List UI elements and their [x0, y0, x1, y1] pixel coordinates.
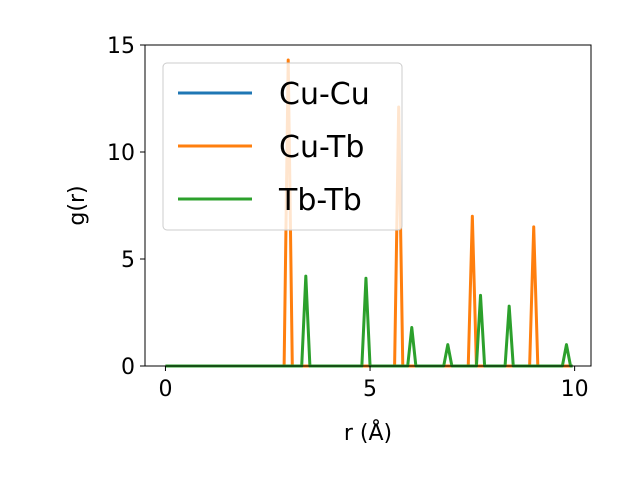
plot-area-frame	[144, 44, 592, 367]
x-tick-label: 0	[158, 377, 172, 402]
x-axis-ticks: 0 5 10	[158, 366, 589, 402]
legend-label-cu-tb: Cu-Tb	[279, 130, 364, 165]
x-tick-label: 10	[561, 377, 589, 402]
legend-label-cu-cu: Cu-Cu	[279, 77, 370, 112]
x-axis-label: r (Å)	[344, 419, 392, 446]
y-tick-label: 10	[107, 141, 135, 166]
y-tick-label: 5	[121, 248, 135, 273]
y-axis-label: g(r)	[65, 185, 90, 225]
legend: Cu-Cu Cu-Tb Tb-Tb	[162, 62, 403, 231]
legend-box	[162, 62, 403, 231]
y-tick-label: 0	[121, 355, 135, 380]
x-tick-label: 5	[363, 377, 377, 402]
legend-label-tb-tb: Tb-Tb	[278, 183, 362, 218]
y-axis-ticks: 0 5 10 15	[107, 34, 145, 380]
y-tick-label: 15	[107, 34, 135, 59]
